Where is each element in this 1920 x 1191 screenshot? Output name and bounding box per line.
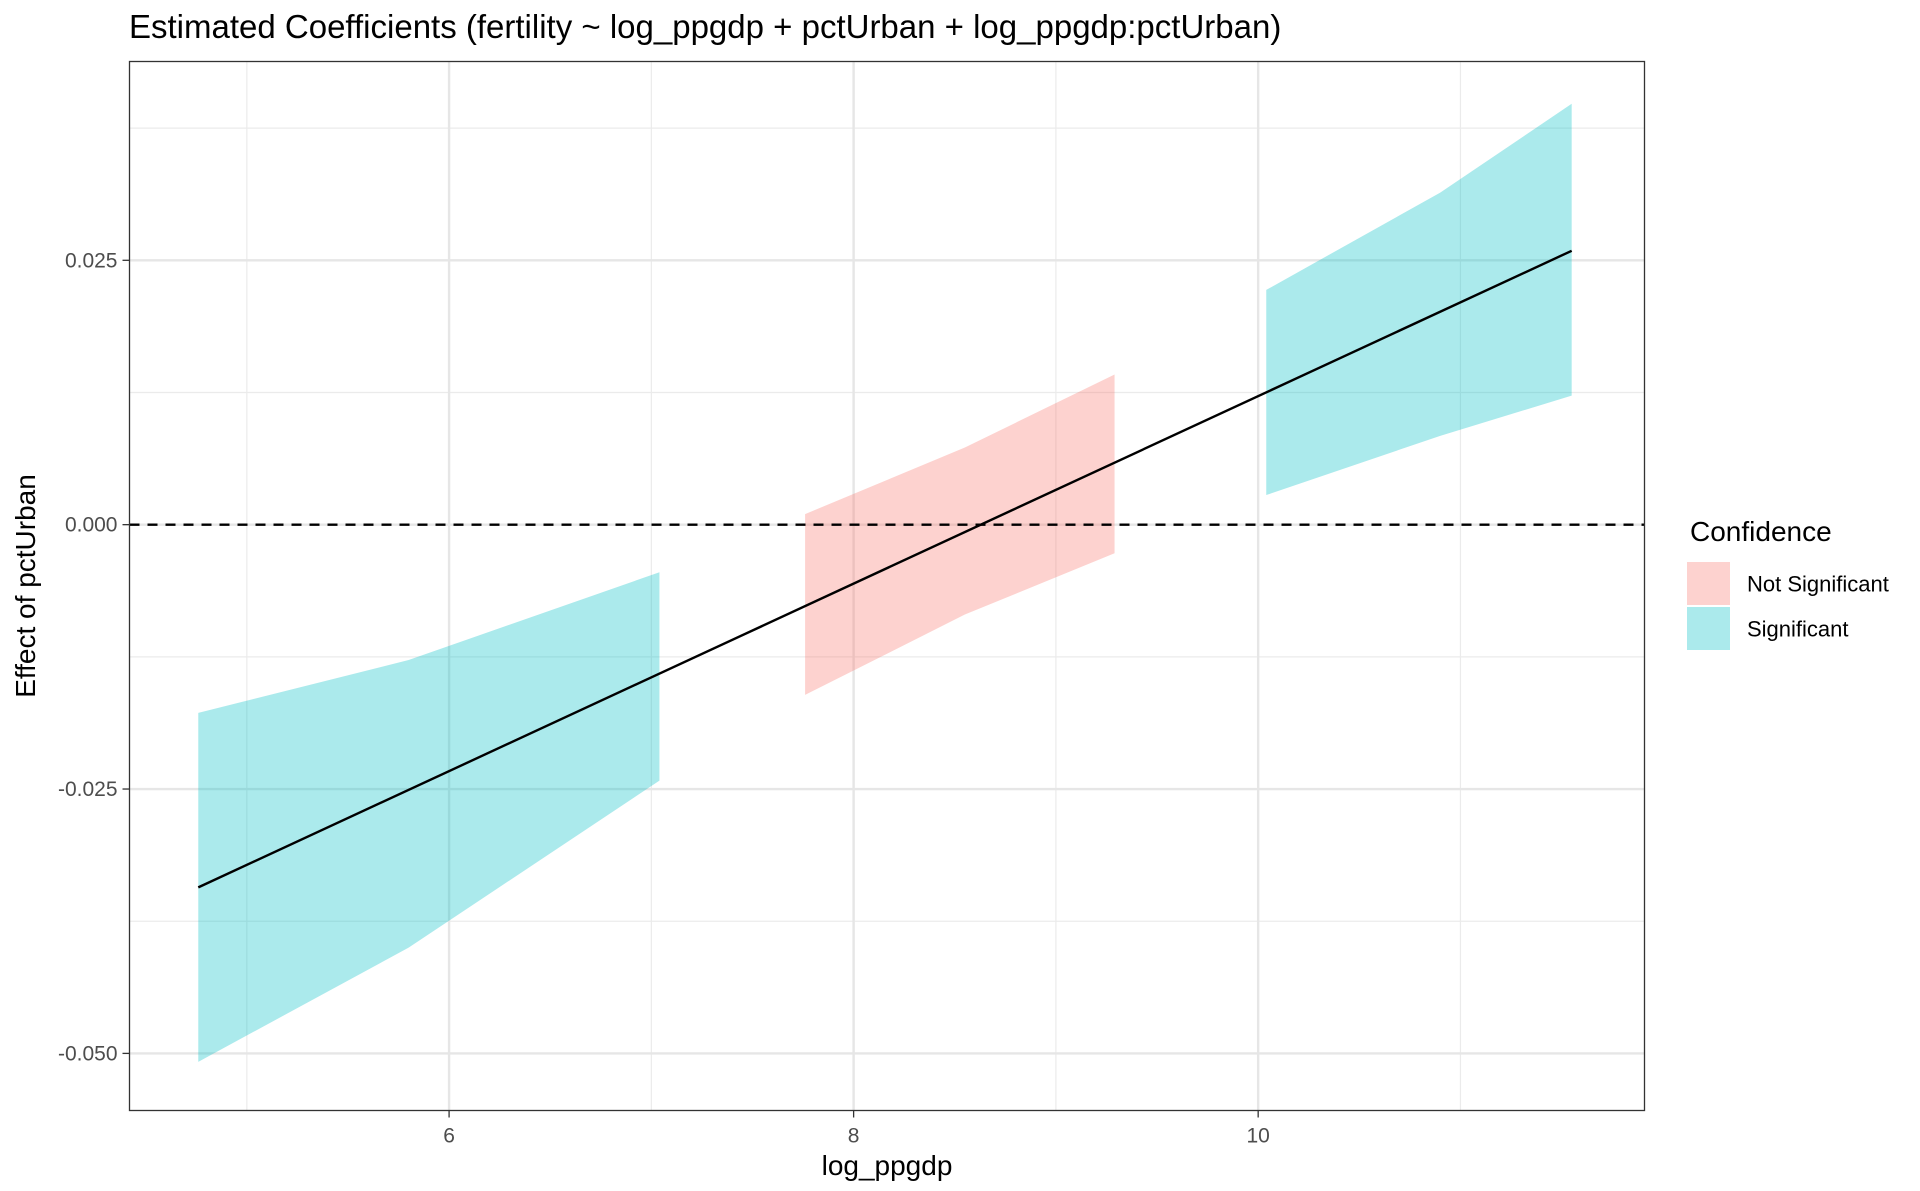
y-tick-label: 0.025 — [65, 249, 118, 272]
x-tick-label: 8 — [848, 1125, 860, 1148]
band-significant — [198, 572, 660, 1062]
y-axis: -0.050 -0.025 0.000 0.025 — [58, 249, 130, 1065]
legend-key-significant — [1687, 607, 1730, 650]
x-axis: 6 8 10 — [443, 1110, 1270, 1148]
legend: Confidence Not Significant Significant — [1687, 516, 1889, 650]
legend-key-not-significant — [1687, 562, 1730, 605]
x-axis-label: log_ppgdp — [822, 1150, 953, 1181]
legend-items: Not Significant Significant — [1687, 562, 1889, 650]
y-tick-label: -0.025 — [58, 778, 118, 801]
x-tick-label: 6 — [443, 1125, 455, 1148]
plot-area — [128, 60, 1646, 1112]
panel-border — [128, 60, 1646, 1112]
chart-title: Estimated Coefficients (fertility ~ log_… — [129, 8, 1281, 45]
band-significant — [1266, 103, 1572, 496]
legend-title: Confidence — [1690, 516, 1832, 547]
y-tick-label: -0.050 — [58, 1042, 118, 1065]
legend-label: Not Significant — [1747, 572, 1889, 597]
grid-minor — [129, 61, 1645, 1111]
y-axis-label: Effect of pctUrban — [10, 474, 41, 698]
legend-label: Significant — [1747, 617, 1849, 642]
panel-background — [129, 61, 1645, 1111]
estimate-line — [197, 249, 1573, 889]
x-tick-label: 10 — [1246, 1125, 1269, 1148]
y-tick-label: 0.000 — [65, 514, 118, 537]
